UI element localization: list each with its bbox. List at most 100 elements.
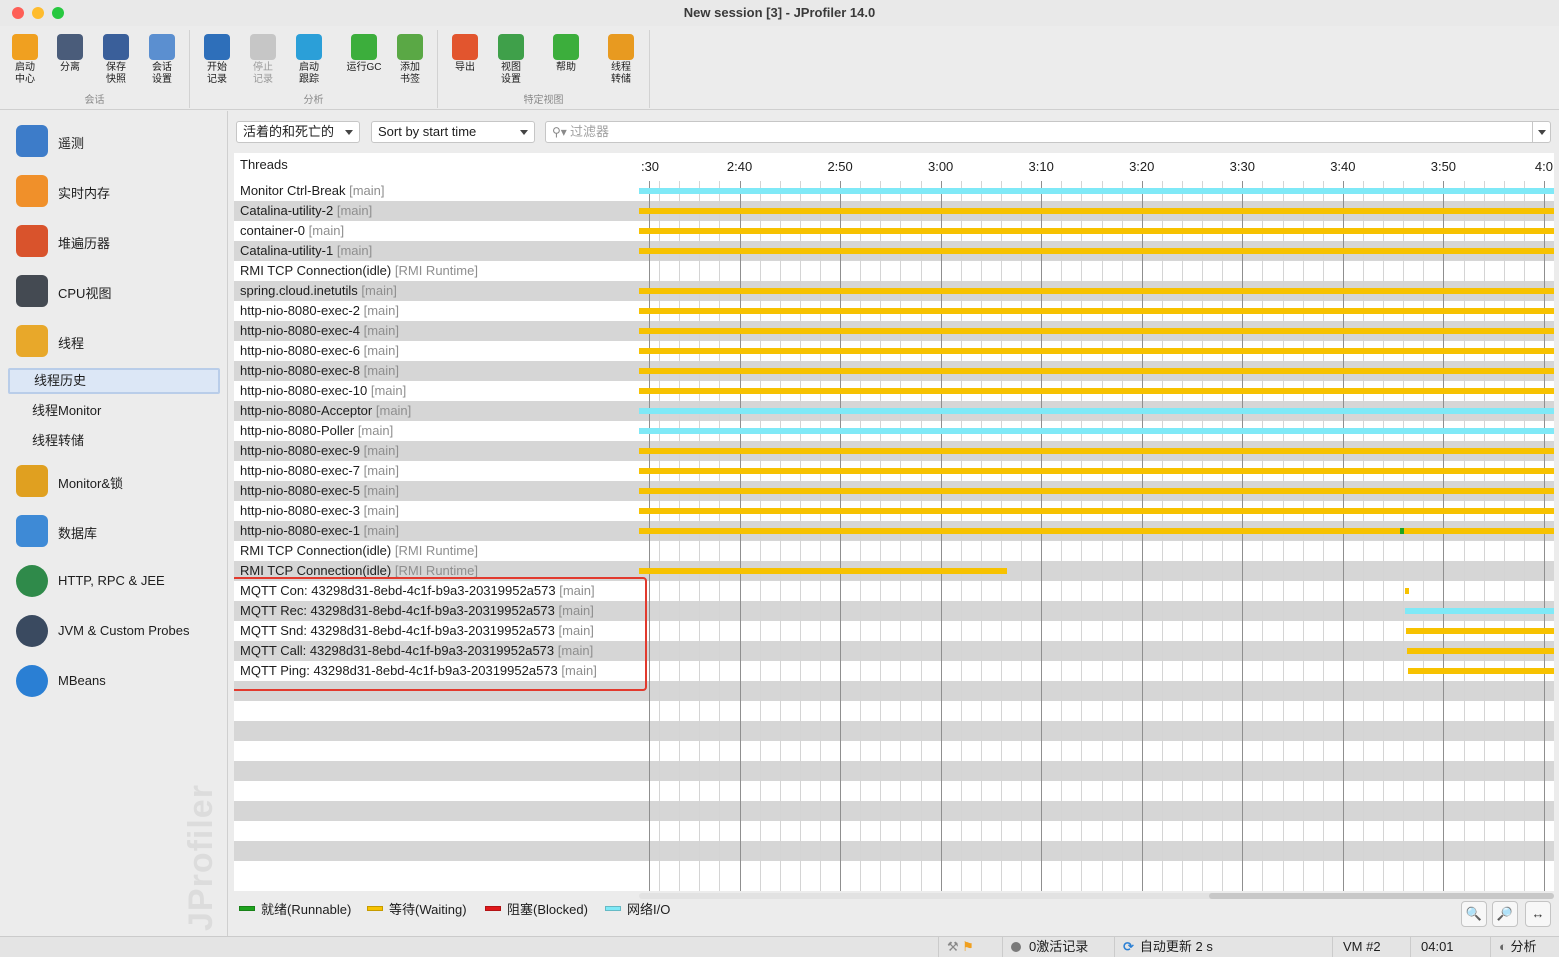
thread-row[interactable]: MQTT Call: 43298d31-8ebd-4c1f-b9a3-20319… xyxy=(234,641,1554,661)
start-center-button[interactable]: 启动 中心 xyxy=(3,32,47,94)
thread-row[interactable]: MQTT Rec: 43298d31-8ebd-4c1f-b9a3-203199… xyxy=(234,601,1554,621)
thread-state-bar[interactable] xyxy=(1400,528,1405,534)
thread-state-bar[interactable] xyxy=(639,348,1554,354)
thread-state-bar[interactable] xyxy=(639,448,1554,454)
sidebar-subitem-0[interactable]: 线程历史 xyxy=(8,368,220,394)
status-bookmarks[interactable]: ⚒ ⚑ xyxy=(938,937,1002,957)
stop-recording-button[interactable]: 停止 记录 xyxy=(241,32,285,94)
sidebar-item-live-memory[interactable]: 实时内存 xyxy=(14,171,224,211)
sidebar-item-mbeans[interactable]: MBeans xyxy=(14,661,224,701)
thread-row[interactable]: MQTT Snd: 43298d31-8ebd-4c1f-b9a3-203199… xyxy=(234,621,1554,641)
thread-state-bar[interactable] xyxy=(1405,608,1554,614)
view-settings-button[interactable]: 视图 设置 xyxy=(489,32,533,94)
maximize-window-button[interactable] xyxy=(52,7,64,19)
thread-state-bar[interactable] xyxy=(1406,628,1554,634)
thread-state-bar[interactable] xyxy=(639,528,1401,534)
thread-state-bar[interactable] xyxy=(639,368,1554,374)
thread-state-bar[interactable] xyxy=(639,428,1554,434)
run-gc-button[interactable]: 运行GC xyxy=(342,32,386,94)
detach-button[interactable]: 分离 xyxy=(48,32,92,94)
thread-row[interactable]: RMI TCP Connection(idle) [RMI Runtime] xyxy=(234,541,1554,561)
filter-history-button[interactable] xyxy=(1532,122,1550,142)
scrollbar-thumb[interactable] xyxy=(1209,893,1554,899)
thread-row[interactable]: http-nio-8080-exec-10 [main] xyxy=(234,381,1554,401)
thread-state-bar[interactable] xyxy=(639,408,1554,414)
sidebar-item-threads[interactable]: 线程 xyxy=(14,321,224,361)
sidebar-item-cpu-views[interactable]: CPU视图 xyxy=(14,271,224,311)
grid-line xyxy=(940,181,942,891)
toolbar-button-label: 导出 xyxy=(455,62,475,73)
thread-state-bar[interactable] xyxy=(639,188,1554,194)
sidebar-item-gauge[interactable]: JVM & Custom Probes xyxy=(14,611,224,651)
thread-state-bar[interactable] xyxy=(639,388,1554,394)
thread-state-bar[interactable] xyxy=(1408,668,1554,674)
sidebar-item-heap-walker[interactable]: 堆遍历器 xyxy=(14,221,224,261)
fit-width-button[interactable]: ↔ xyxy=(1525,901,1551,927)
zoom-in-button[interactable]: 🔍 xyxy=(1461,901,1487,927)
thread-state-bar[interactable] xyxy=(639,228,1554,234)
grid-line xyxy=(1262,181,1264,891)
timeline-horizontal-scrollbar[interactable] xyxy=(639,893,1554,899)
thread-row[interactable]: MQTT Con: 43298d31-8ebd-4c1f-b9a3-203199… xyxy=(234,581,1554,601)
thread-row[interactable]: http-nio-8080-exec-6 [main] xyxy=(234,341,1554,361)
start-recording-button[interactable]: 开始 记录 xyxy=(195,32,239,94)
save-snapshot-button[interactable]: 保存 快照 xyxy=(94,32,138,94)
thread-dump-button[interactable]: 线程 转储 xyxy=(599,32,643,94)
thread-label: RMI TCP Connection(idle) [RMI Runtime] xyxy=(240,543,478,558)
export-button[interactable]: 导出 xyxy=(443,32,487,94)
thread-state-bar[interactable] xyxy=(639,328,1554,334)
thread-state-bar[interactable] xyxy=(639,288,1554,294)
sidebar-subitem-1[interactable]: 线程Monitor xyxy=(8,398,220,424)
status-active-recordings[interactable]: 0激活记录 xyxy=(1002,937,1114,957)
thread-name: Monitor Ctrl-Break xyxy=(240,183,346,198)
grid-line xyxy=(1081,181,1083,891)
sidebar-subitem-2[interactable]: 线程转储 xyxy=(8,428,220,454)
status-auto-update[interactable]: ⟳ 自动更新 2 s xyxy=(1114,937,1332,957)
toolbar-button-label: 运行GC xyxy=(346,62,382,73)
live-memory-icon xyxy=(16,175,48,207)
add-bookmark-button[interactable]: 添加 书签 xyxy=(388,32,432,94)
thread-state-bar[interactable] xyxy=(639,568,1007,574)
thread-state-bar[interactable] xyxy=(1405,588,1410,594)
thread-row[interactable]: MQTT Ping: 43298d31-8ebd-4c1f-b9a3-20319… xyxy=(234,661,1554,681)
sidebar-item-label: 实时内存 xyxy=(58,186,111,201)
sidebar-item-globe[interactable]: HTTP, RPC & JEE xyxy=(14,561,224,601)
sidebar-item-database[interactable]: 数据库 xyxy=(14,511,224,551)
sidebar-item-telemetry[interactable]: 遥测 xyxy=(14,121,224,161)
thread-row[interactable]: Monitor Ctrl-Break [main] xyxy=(234,181,1554,201)
thread-state-bar[interactable] xyxy=(639,308,1554,314)
thread-timeline-panel: Monitor Ctrl-Break [main] Catalina-utilit… xyxy=(234,153,1554,891)
thread-label: http-nio-8080-exec-6 [main] xyxy=(240,343,399,358)
sidebar-item-label: MBeans xyxy=(58,673,106,688)
thread-row[interactable]: http-nio-8080-exec-2 [main] xyxy=(234,301,1554,321)
close-window-button[interactable] xyxy=(12,7,24,19)
thread-row[interactable]: http-nio-8080-exec-3 [main] xyxy=(234,501,1554,521)
grid-line xyxy=(1161,181,1163,891)
liveness-select[interactable]: 活着的和死亡的 xyxy=(236,121,360,143)
help-button[interactable]: 帮助 xyxy=(544,32,588,94)
sort-select[interactable]: Sort by start time xyxy=(371,121,535,143)
minimize-window-button[interactable] xyxy=(32,7,44,19)
zoom-out-button[interactable]: 🔎 xyxy=(1492,901,1518,927)
status-mode[interactable]: ◐ 分析 xyxy=(1490,937,1559,957)
thread-filter-input[interactable]: ⚲▾ 过滤器 xyxy=(545,121,1551,143)
legend-swatch xyxy=(367,906,383,912)
thread-state-bar[interactable] xyxy=(639,468,1554,474)
thread-state-bar[interactable] xyxy=(639,248,1554,254)
start-tracking-button[interactable]: 启动 跟踪 xyxy=(287,32,331,94)
thread-row[interactable]: RMI TCP Connection(idle) [RMI Runtime] xyxy=(234,261,1554,281)
grid-line xyxy=(1362,181,1364,891)
globe-icon xyxy=(16,565,48,597)
thread-row[interactable]: container-0 [main] xyxy=(234,221,1554,241)
sidebar-item-lock[interactable]: Monitor&锁 xyxy=(14,461,224,501)
thread-state-bar[interactable] xyxy=(639,488,1554,494)
thread-state-bar[interactable] xyxy=(639,208,1554,214)
thread-state-bar[interactable] xyxy=(1407,648,1554,654)
thread-row[interactable]: http-nio-8080-Poller [main] xyxy=(234,421,1554,441)
thread-state-bar[interactable] xyxy=(1404,528,1554,534)
grid-line xyxy=(1483,181,1485,891)
session-settings-button[interactable]: 会话 设置 xyxy=(140,32,184,94)
thread-name: MQTT Rec: 43298d31-8ebd-4c1f-b9a3-203199… xyxy=(240,603,555,618)
thread-row[interactable]: http-nio-8080-exec-7 [main] xyxy=(234,461,1554,481)
thread-state-bar[interactable] xyxy=(639,508,1554,514)
